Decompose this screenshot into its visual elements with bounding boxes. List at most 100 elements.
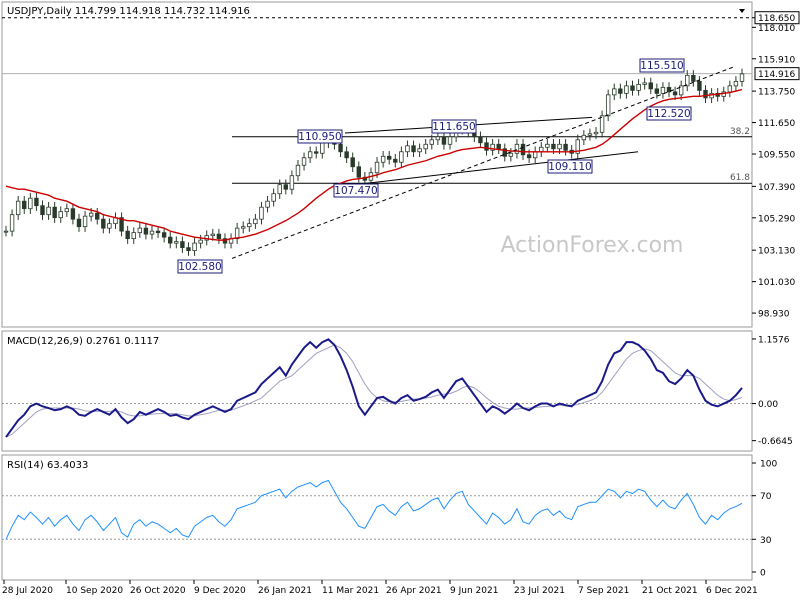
x-axis-label: 26 Apr 2021	[386, 586, 442, 596]
pivot-annotation-label: 109.110	[548, 161, 591, 173]
candle-body	[15, 200, 21, 216]
pivot-annotation-label: 112.520	[647, 108, 690, 120]
pivot-annotation-label: 111.650	[432, 121, 475, 133]
rsi-axis-label: 100	[760, 460, 777, 470]
candle-body	[119, 217, 124, 232]
candle-body	[685, 74, 690, 87]
candle-body	[289, 175, 295, 190]
candle-body	[642, 82, 647, 85]
candle-body	[484, 142, 489, 151]
pivot-annotation-box	[297, 129, 343, 144]
candle-body	[52, 206, 57, 219]
candle-body	[76, 218, 82, 228]
candle-body	[551, 143, 556, 150]
price-moving-average-line	[5, 88, 743, 241]
fib-level-label: 38.2	[730, 127, 750, 137]
x-axis-label: 11 Mar 2021	[322, 586, 379, 596]
candle-body	[490, 143, 495, 151]
candle-body	[259, 206, 264, 220]
candle-body	[526, 154, 532, 159]
candle-body	[137, 227, 143, 234]
candle-body	[125, 230, 130, 240]
candle-body	[320, 142, 325, 154]
candle-body	[599, 115, 605, 133]
candle-body	[691, 74, 696, 82]
price-axis-label: 118.010	[758, 24, 795, 34]
candle-body	[34, 197, 39, 207]
candle-body	[350, 157, 355, 168]
candle-body	[265, 200, 270, 208]
candle-body	[508, 152, 514, 157]
candle-body	[624, 85, 629, 94]
price-panel-frame	[1, 1, 753, 328]
candle-body	[393, 158, 398, 163]
pivot-annotation-label: 107.470	[334, 185, 377, 197]
candle-body	[155, 230, 161, 234]
macd-panel-title: MACD(12,26,9) 0.2761 0.1117	[7, 336, 159, 347]
x-axis-label: 28 Jul 2020	[2, 586, 53, 596]
price-axis-label: 101.030	[758, 278, 795, 288]
candle-body	[247, 223, 252, 228]
pivot-annotation-label: 102.580	[178, 261, 221, 273]
candle-body	[131, 232, 136, 240]
price-panel-title: USDJPY,Daily 114.799 114.918 114.732 114…	[7, 6, 250, 17]
candle-body	[636, 83, 641, 91]
x-axis-label: 23 Jul 2021	[514, 586, 565, 596]
candle-body	[101, 218, 106, 229]
x-axis-label: 9 Jun 2021	[450, 586, 498, 596]
candle-body	[356, 166, 361, 178]
candle-body	[441, 136, 447, 145]
candle-body	[58, 211, 63, 219]
candle-body	[107, 223, 112, 229]
macd-panel-frame	[1, 330, 753, 452]
candle-body	[314, 151, 319, 154]
candle-body	[70, 208, 76, 220]
candle-body	[40, 205, 45, 216]
candle-body	[168, 236, 173, 244]
rsi-panel-title: RSI(14) 63.4033	[7, 460, 88, 471]
candle-body	[295, 164, 301, 177]
x-axis-label: 26 Jan 2021	[258, 586, 312, 596]
candle-body	[241, 226, 246, 229]
candle-body	[587, 133, 593, 136]
x-axis-label: 7 Sep 2021	[578, 586, 629, 596]
price-axis-label: 109.550	[758, 151, 795, 161]
candle-body	[563, 143, 568, 151]
candle-body	[593, 131, 599, 135]
price-axis-label: 107.390	[758, 183, 795, 193]
candle-body	[46, 206, 51, 216]
panel-collapse-triangle	[739, 9, 745, 13]
candle-body	[64, 208, 70, 213]
rsi-axis-label: 30	[760, 536, 772, 546]
candle-body	[3, 230, 9, 233]
pivot-annotation-box	[333, 183, 379, 198]
candle-body	[95, 212, 100, 220]
watermark: ActionForex.com	[501, 233, 684, 258]
candle-body	[514, 143, 520, 154]
candle-body	[161, 232, 167, 238]
candle-body	[618, 88, 623, 94]
candle-body	[186, 247, 191, 252]
candle-body	[374, 161, 380, 174]
price-axis-label: 115.910	[758, 55, 795, 65]
x-axis-label: 6 Dec 2021	[706, 586, 758, 596]
price-axis-label: 105.290	[758, 214, 795, 224]
candle-body	[198, 239, 203, 244]
candle-body	[271, 193, 276, 202]
candle-body	[478, 136, 483, 144]
candle-body	[697, 80, 702, 91]
candle-body	[174, 241, 179, 244]
candle-body	[672, 91, 678, 96]
candle-body	[338, 143, 343, 153]
x-axis-label: 21 Oct 2021	[642, 586, 698, 596]
candle-body	[9, 214, 15, 232]
current-price-label: 114.916	[758, 70, 795, 80]
price-axis-label: 98.930	[758, 310, 790, 320]
pivot-annotation-box	[639, 58, 685, 73]
candle-body	[654, 88, 660, 94]
trend-line	[349, 151, 639, 186]
price-axis-label: 103.130	[758, 247, 795, 257]
candle-body	[678, 85, 684, 96]
candle-body	[429, 139, 434, 145]
